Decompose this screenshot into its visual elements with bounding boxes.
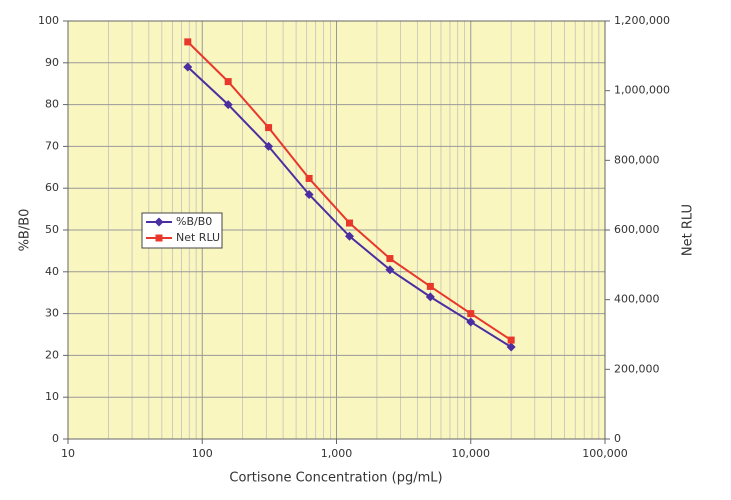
marker <box>385 265 395 275</box>
marker <box>304 189 314 199</box>
y-tick-label: 100 <box>38 14 59 27</box>
marker <box>155 234 163 242</box>
y-tick-label: 60 <box>45 181 59 194</box>
marker <box>426 282 434 290</box>
x-axis-title: Cortisone Concentration (pg/mL) <box>229 471 442 486</box>
x-tick-label: 10 <box>61 447 75 460</box>
y-tick-label: 80 <box>45 98 59 111</box>
marker <box>224 78 232 86</box>
y2-tick-label: 0 <box>614 432 621 445</box>
y-tick-label: 70 <box>45 139 59 152</box>
marker <box>184 38 192 46</box>
y-axis-title: %B/B0 <box>18 209 33 252</box>
x-tick-label: 10,000 <box>452 447 491 460</box>
marker <box>507 336 515 344</box>
marker <box>264 141 274 151</box>
marker <box>345 231 355 241</box>
x-tick-label: 1,000 <box>321 447 353 460</box>
legend-box <box>141 212 223 249</box>
y2-axis-title: Net RLU <box>681 204 696 256</box>
marker <box>425 292 435 302</box>
marker <box>223 100 233 110</box>
marker <box>467 310 475 318</box>
marker <box>154 217 164 227</box>
legend-label: Net RLU <box>176 231 220 244</box>
y-tick-label: 90 <box>45 56 59 69</box>
y-tick-label: 50 <box>45 223 59 236</box>
x-tick-label: 100 <box>192 447 213 460</box>
y2-tick-label: 800,000 <box>614 153 660 166</box>
marker <box>466 317 476 327</box>
marker <box>305 174 313 182</box>
marker <box>386 255 394 263</box>
marker <box>183 62 193 72</box>
y2-tick-label: 200,000 <box>614 362 660 375</box>
y2-tick-label: 1,000,000 <box>614 84 670 97</box>
marker <box>346 219 354 227</box>
y-tick-label: 30 <box>45 307 59 320</box>
y2-tick-label: 400,000 <box>614 293 660 306</box>
marker <box>506 342 516 352</box>
y-tick-label: 20 <box>45 348 59 361</box>
y-tick-label: 40 <box>45 265 59 278</box>
y-tick-label: 0 <box>52 432 59 445</box>
y-tick-label: 10 <box>45 390 59 403</box>
legend-label: %B/B0 <box>176 215 212 228</box>
marker <box>265 124 273 132</box>
y2-tick-label: 600,000 <box>614 223 660 236</box>
plot-border <box>67 20 606 440</box>
y2-tick-label: 1,200,000 <box>614 14 670 27</box>
x-tick-label: 100,000 <box>582 447 628 460</box>
